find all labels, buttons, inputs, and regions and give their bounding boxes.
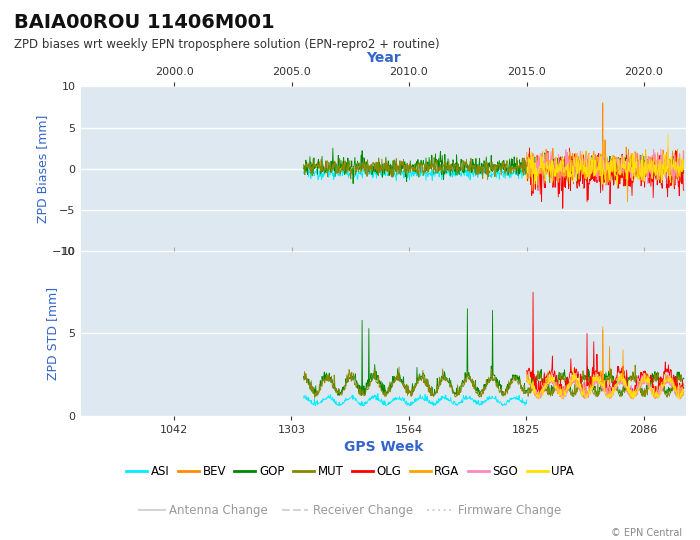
Y-axis label: ZPD Biases [mm]: ZPD Biases [mm] (36, 114, 50, 223)
Text: © EPN Central: © EPN Central (611, 528, 682, 538)
Y-axis label: ZPD STD [mm]: ZPD STD [mm] (46, 287, 59, 380)
Legend: Antenna Change, Receiver Change, Firmware Change: Antenna Change, Receiver Change, Firmwar… (134, 500, 566, 522)
Legend: ASI, BEV, GOP, MUT, OLG, RGA, SGO, UPA: ASI, BEV, GOP, MUT, OLG, RGA, SGO, UPA (121, 461, 579, 483)
Text: ZPD biases wrt weekly EPN troposphere solution (EPN-repro2 + routine): ZPD biases wrt weekly EPN troposphere so… (14, 38, 440, 51)
Text: BAIA00ROU 11406M001: BAIA00ROU 11406M001 (14, 14, 274, 32)
X-axis label: GPS Week: GPS Week (344, 441, 423, 454)
X-axis label: Year: Year (366, 51, 400, 65)
